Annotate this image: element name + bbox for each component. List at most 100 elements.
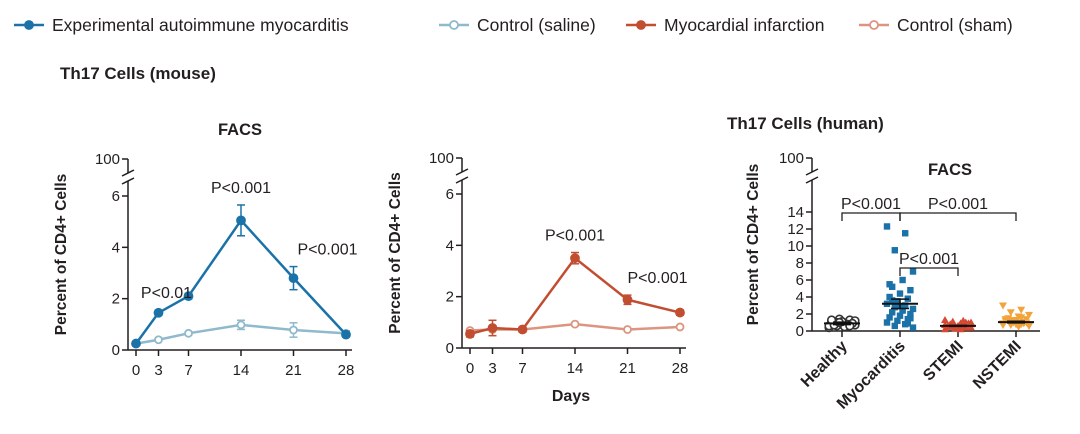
y-tick-label: 12 <box>787 221 804 238</box>
data-point <box>465 328 475 339</box>
data-point <box>886 314 893 321</box>
y-tick-label: 6 <box>796 272 804 289</box>
series-line <box>134 218 347 345</box>
axis-break-mark <box>121 177 135 185</box>
x-tick-label: 14 <box>567 360 584 377</box>
legend-swatch <box>859 20 889 30</box>
y-tick-label: 100 <box>779 150 804 167</box>
data-point <box>1006 309 1015 317</box>
p-value-annotation: P<0.001 <box>627 270 687 287</box>
data-point <box>623 325 632 334</box>
legend-label: Experimental autoimmune myocarditis <box>52 14 349 35</box>
mouse-section-title: Th17 Cells (mouse) <box>60 64 216 83</box>
y-tick-label: 100 <box>429 150 454 167</box>
data-point <box>1025 311 1033 319</box>
data-point <box>1017 314 1026 322</box>
data-point <box>1025 322 1033 330</box>
y-tick-label: 8 <box>796 255 804 272</box>
p-value-annotation: P<0.001 <box>297 242 357 259</box>
data-point <box>886 293 893 301</box>
data-point <box>184 328 193 338</box>
legend-label: Control (sham) <box>897 14 1013 35</box>
data-point <box>622 294 633 305</box>
p-value-annotation: P<0.01 <box>141 285 192 302</box>
p-value-annotation: P<0.001 <box>841 196 901 213</box>
data-point <box>891 322 898 330</box>
data-point <box>899 306 906 313</box>
data-point <box>896 290 904 297</box>
data-point <box>891 247 898 254</box>
data-point <box>899 276 906 284</box>
axis-break-mark <box>455 168 469 176</box>
data-point <box>517 324 528 335</box>
y-axis-label: Percent of CD4+ Cells <box>745 164 762 326</box>
x-tick-label: Healthy <box>798 338 851 391</box>
x-tick-label: 7 <box>518 360 526 377</box>
y-tick-label: 2 <box>796 306 804 323</box>
x-tick-label: 3 <box>488 360 496 377</box>
data-point <box>487 323 498 333</box>
data-point <box>904 320 911 327</box>
legend-marker <box>449 20 459 30</box>
x-axis-label: Days <box>552 388 590 405</box>
significance-bracket <box>841 212 901 221</box>
y-tick-label: 0 <box>112 342 120 359</box>
data-point <box>909 324 917 331</box>
axis-break-mark <box>455 176 469 184</box>
legend-marker <box>869 20 879 30</box>
data-point <box>883 223 891 230</box>
data-point <box>131 338 141 349</box>
data-point <box>894 317 901 324</box>
axis-break-mark <box>805 168 819 176</box>
x-tick-label: 21 <box>619 360 636 377</box>
data-point <box>902 302 909 309</box>
data-point <box>894 298 901 305</box>
legend-label: Myocardial infarction <box>664 14 825 35</box>
significance-bracket <box>899 267 959 276</box>
p-value-annotation: P<0.001 <box>545 228 605 245</box>
x-tick-label: 7 <box>184 362 192 379</box>
data-point <box>570 319 580 329</box>
x-tick-label: 14 <box>233 362 250 379</box>
legend-swatch <box>14 20 44 30</box>
x-tick-label: 3 <box>154 362 162 379</box>
data-point <box>909 268 917 275</box>
data-point <box>907 287 914 294</box>
chart-title: FACS <box>928 161 972 179</box>
data-point <box>889 309 896 316</box>
data-point <box>288 273 299 284</box>
data-point <box>886 281 893 288</box>
x-tick-label: NSTEMI <box>970 338 1025 393</box>
data-point <box>236 320 246 330</box>
data-point <box>999 302 1007 310</box>
data-point <box>891 304 898 311</box>
p-value-annotation: P<0.001 <box>899 251 959 268</box>
chart-title: FACS <box>218 121 262 139</box>
y-tick-label: 0 <box>446 340 454 357</box>
y-tick-label: 2 <box>446 289 454 306</box>
y-tick-label: 6 <box>112 188 120 205</box>
y-tick-label: 4 <box>446 237 454 254</box>
data-point <box>902 230 909 237</box>
y-tick-label: 0 <box>796 323 804 340</box>
data-point <box>956 325 965 333</box>
legend-swatch <box>626 20 656 30</box>
data-point <box>961 318 970 326</box>
data-point <box>941 315 949 323</box>
data-point <box>183 291 194 302</box>
data-point <box>907 315 914 322</box>
legend-item: Myocardial infarction <box>626 10 824 40</box>
human-section-title: Th17 Cells (human) <box>727 114 884 133</box>
y-tick-label: 10 <box>787 238 804 255</box>
x-tick-label: 21 <box>285 362 302 379</box>
y-axis-label: Percent of CD4+ Cells <box>387 172 404 334</box>
data-point <box>889 297 896 304</box>
legend-item: Experimental autoimmune myocarditis <box>14 10 349 40</box>
axis-break-mark <box>121 169 135 177</box>
legend-item: Control (sham) <box>859 10 1013 40</box>
legend-swatch <box>439 20 469 30</box>
x-tick-label: 0 <box>466 360 474 377</box>
data-point <box>909 305 917 313</box>
